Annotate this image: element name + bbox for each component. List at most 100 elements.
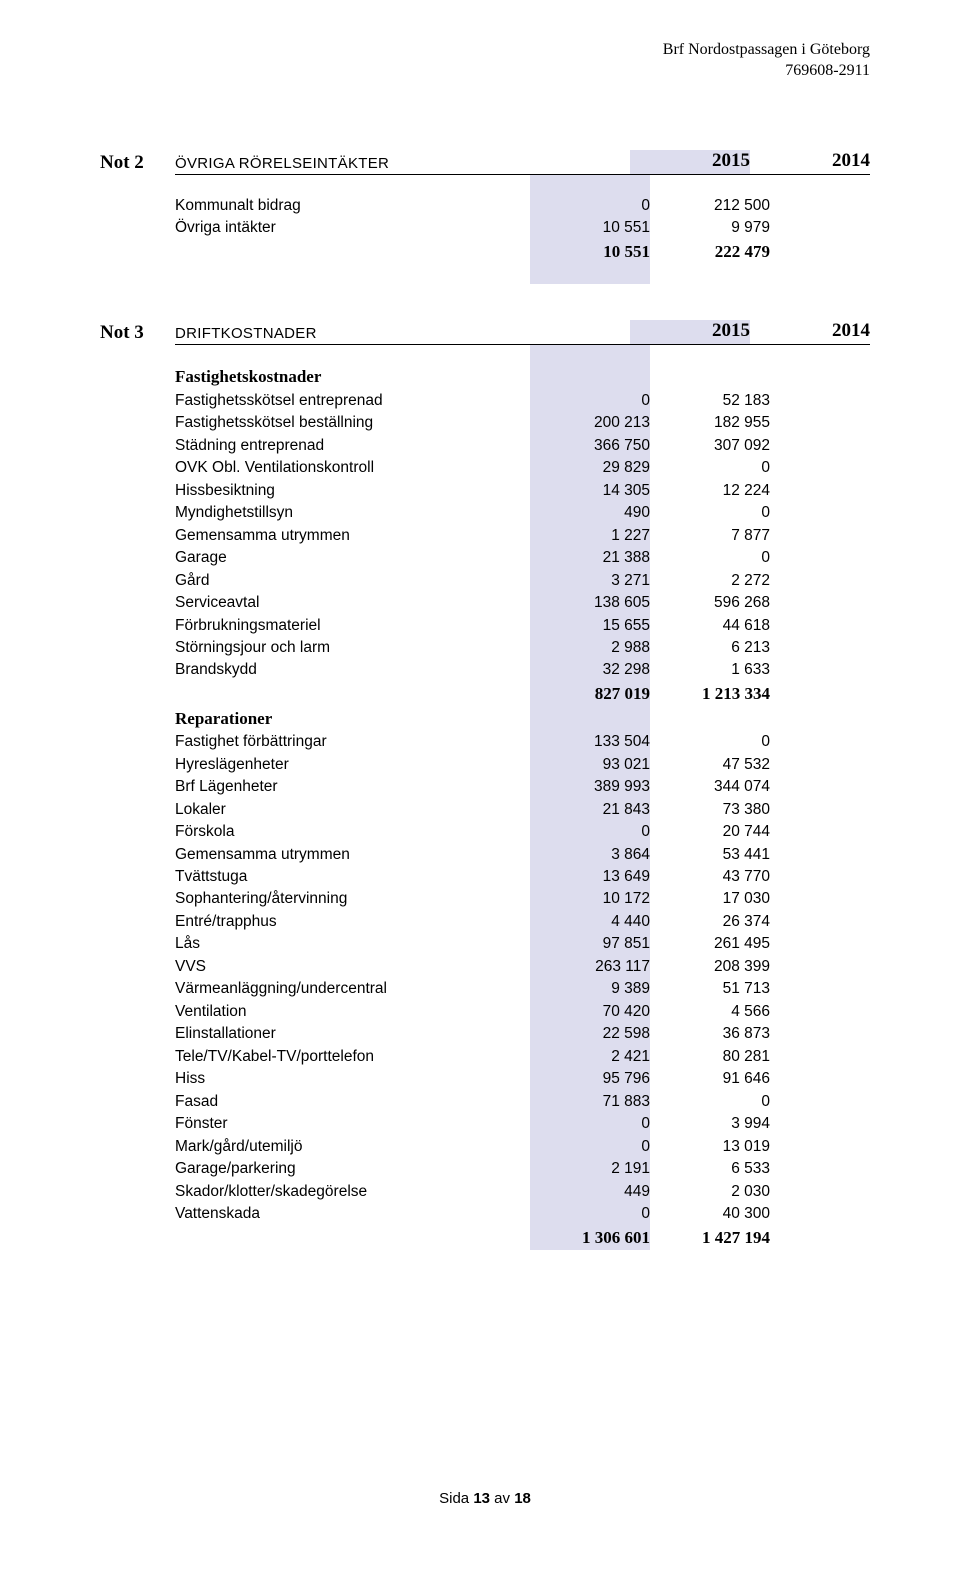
note3-section1-value-2015: 21 388 [530, 547, 650, 569]
note2-year-2015: 2015 [630, 150, 750, 175]
note3-section2-label: Hiss [100, 1068, 530, 1090]
note3-section1-label: Städning entreprenad [100, 435, 530, 457]
note2-year-2014: 2014 [750, 150, 870, 175]
note3-section2-value-2014: 17 030 [650, 888, 770, 910]
note3-section1-row: Garage21 3880 [100, 547, 870, 569]
page-footer: Sida 13 av 18 [100, 1490, 870, 1507]
note3-section2-value-2014: 43 770 [650, 866, 770, 888]
note3-section2-value-2014: 0 [650, 731, 770, 753]
note3-section1-row: Störningsjour och larm2 9886 213 [100, 637, 870, 659]
note3-section2-row: Skador/klotter/skadegörelse4492 030 [100, 1181, 870, 1203]
note3-section2-row: Brf Lägenheter389 993344 074 [100, 776, 870, 798]
note3-section1-label: Gård [100, 570, 530, 592]
note3-section2-label: Förskola [100, 821, 530, 843]
note2-value-2014: 212 500 [650, 195, 770, 217]
note3-section1-label: Myndighetstillsyn [100, 502, 530, 524]
note3-section1-value-2014: 1 633 [650, 659, 770, 681]
org-name: Brf Nordostpassagen i Göteborg [663, 40, 870, 61]
note3-section2-label: Entré/trapphus [100, 911, 530, 933]
note3-header: Not 3 DRIFTKOSTNADER 2015 2014 [100, 320, 870, 345]
note3-section1-value-2014: 182 955 [650, 412, 770, 434]
note3-section1-label: Serviceavtal [100, 592, 530, 614]
note3-section1-total-2014: 1 213 334 [650, 682, 770, 707]
note3-section2-value-2014: 13 019 [650, 1136, 770, 1158]
note3-section2-row: Sophantering/återvinning10 17217 030 [100, 888, 870, 910]
note3-section2-row: Fastighet förbättringar133 5040 [100, 731, 870, 753]
note3-section1-heading: Fastighetskostnader [100, 365, 530, 390]
footer-prefix: Sida [439, 1490, 473, 1507]
note3-section2-row: Hyreslägenheter93 02147 532 [100, 754, 870, 776]
note3-section2-row: Garage/parkering2 1916 533 [100, 1158, 870, 1180]
note3-section2-value-2014: 2 030 [650, 1181, 770, 1203]
note3-section2-value-2015: 133 504 [530, 731, 650, 753]
note3-section2-value-2014: 73 380 [650, 799, 770, 821]
note2-label: Kommunalt bidrag [100, 195, 530, 217]
note3-section2-value-2014: 3 994 [650, 1113, 770, 1135]
note2-label: Övriga intäkter [100, 217, 530, 239]
note3-section1-value-2015: 1 227 [530, 525, 650, 547]
note3-section2-value-2015: 0 [530, 1113, 650, 1135]
note2-row: Övriga intäkter10 5519 979 [100, 217, 870, 239]
note3-section2-value-2014: 4 566 [650, 1001, 770, 1023]
note3-section1-value-2015: 366 750 [530, 435, 650, 457]
note3-section2-value-2014: 6 533 [650, 1158, 770, 1180]
note3-section2-value-2015: 22 598 [530, 1023, 650, 1045]
note2-title: ÖVRIGA RÖRELSEINTÄKTER [175, 155, 389, 172]
note3-section1-value-2014: 0 [650, 547, 770, 569]
note3-section2-value-2014: 51 713 [650, 978, 770, 1000]
note3-title: DRIFTKOSTNADER [175, 325, 317, 342]
note3-section2-label: Hyreslägenheter [100, 754, 530, 776]
note3-section2-value-2014: 208 399 [650, 956, 770, 978]
note3-section1-value-2014: 596 268 [650, 592, 770, 614]
note3-section2-value-2014: 40 300 [650, 1203, 770, 1225]
note3-section2-label: Fastighet förbättringar [100, 731, 530, 753]
note3-year-2015: 2015 [630, 320, 750, 345]
note3-section2-label: Lås [100, 933, 530, 955]
note3-section1-label: Störningsjour och larm [100, 637, 530, 659]
note3-section2-value-2015: 2 421 [530, 1046, 650, 1068]
note3-section2-label: Värmeanläggning/undercentral [100, 978, 530, 1000]
note3-section2-label: Brf Lägenheter [100, 776, 530, 798]
note3-section2-heading: Reparationer [100, 707, 530, 732]
note3-section2-value-2014: 91 646 [650, 1068, 770, 1090]
note3-section2-row: Fasad71 8830 [100, 1091, 870, 1113]
note3-section1-value-2014: 12 224 [650, 480, 770, 502]
note3-section2-label: Mark/gård/utemiljö [100, 1136, 530, 1158]
note3-section2-label: Lokaler [100, 799, 530, 821]
note3-section1-value-2015: 138 605 [530, 592, 650, 614]
note3-section2-value-2014: 20 744 [650, 821, 770, 843]
note3-section2-total: 1 306 601 1 427 194 [100, 1226, 870, 1251]
footer-total: 18 [514, 1490, 531, 1507]
note3-section1-value-2015: 15 655 [530, 615, 650, 637]
note2-row: Kommunalt bidrag0212 500 [100, 195, 870, 217]
note3-section2-value-2014: 0 [650, 1091, 770, 1113]
note3-section1-value-2015: 32 298 [530, 659, 650, 681]
note3-section2-label: Elinstallationer [100, 1023, 530, 1045]
note3-section1-value-2014: 2 272 [650, 570, 770, 592]
note2-value-2015: 10 551 [530, 217, 650, 239]
note3-section2-value-2015: 0 [530, 821, 650, 843]
note3-section2-row: Hiss95 79691 646 [100, 1068, 870, 1090]
note3-section1-value-2014: 44 618 [650, 615, 770, 637]
note2-label: Not 2 [100, 152, 175, 175]
note3-section1-label: Förbrukningsmateriel [100, 615, 530, 637]
note3-section2-row: Gemensamma utrymmen3 86453 441 [100, 844, 870, 866]
note2-header: Not 2 ÖVRIGA RÖRELSEINTÄKTER 2015 2014 [100, 150, 870, 175]
note3-section1-value-2015: 14 305 [530, 480, 650, 502]
note3-section2-value-2014: 261 495 [650, 933, 770, 955]
note3-section2-value-2015: 10 172 [530, 888, 650, 910]
note3-section2-label: Tvättstuga [100, 866, 530, 888]
note3-section2-value-2015: 21 843 [530, 799, 650, 821]
note3-section2-row: Lås97 851261 495 [100, 933, 870, 955]
note3-section1-label: Gemensamma utrymmen [100, 525, 530, 547]
note3-section2-row: Ventilation70 4204 566 [100, 1001, 870, 1023]
note3-section1-label: Garage [100, 547, 530, 569]
note3-section2-row: Förskola020 744 [100, 821, 870, 843]
note3-section2-value-2015: 71 883 [530, 1091, 650, 1113]
note3-section2-value-2015: 2 191 [530, 1158, 650, 1180]
note3-section2-label: Ventilation [100, 1001, 530, 1023]
note2-total-2014: 222 479 [650, 240, 770, 265]
note3-section1-row: Myndighetstillsyn4900 [100, 502, 870, 524]
note3-section2-value-2014: 344 074 [650, 776, 770, 798]
note3-section2-value-2014: 47 532 [650, 754, 770, 776]
